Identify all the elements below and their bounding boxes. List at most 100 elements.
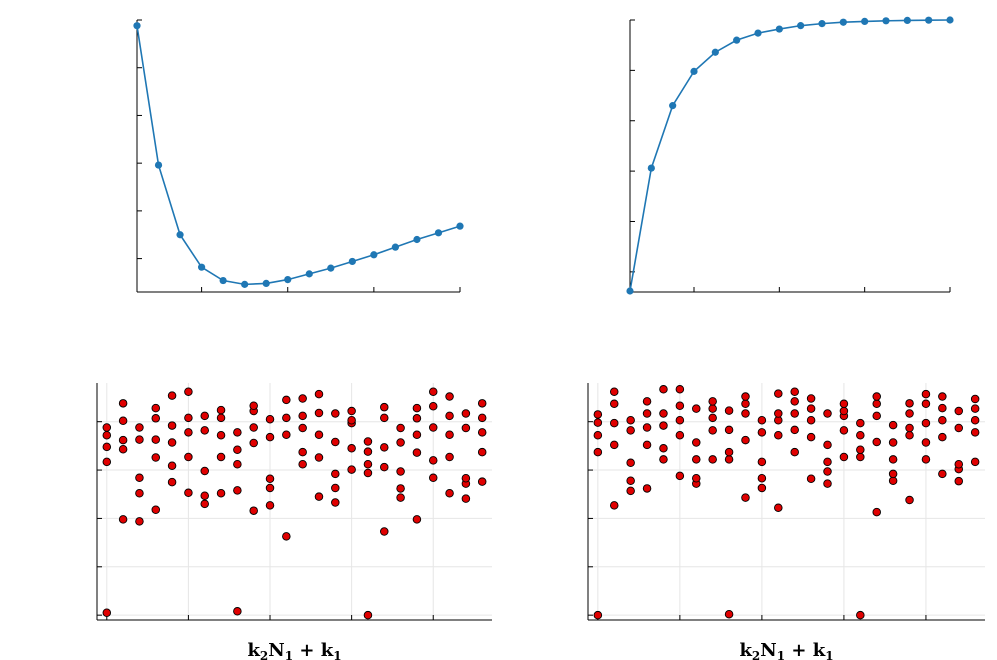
data-point xyxy=(298,447,307,457)
data-point xyxy=(249,506,258,515)
data-point xyxy=(675,385,685,394)
data-point xyxy=(133,22,141,30)
data-point xyxy=(954,460,964,469)
x-axis-label-subscript: 1 xyxy=(285,649,293,660)
data-point xyxy=(946,16,954,24)
data-point xyxy=(412,515,422,524)
data-point xyxy=(298,460,307,469)
data-point xyxy=(609,387,619,396)
data-point xyxy=(363,460,373,469)
x-axis-label-part: N xyxy=(760,640,776,660)
data-point xyxy=(135,517,144,526)
data-point xyxy=(167,477,177,487)
data-point xyxy=(412,430,422,440)
data-point xyxy=(135,423,144,432)
data-point xyxy=(298,394,307,403)
x-axis-label: k2N1 + k1 xyxy=(247,640,341,660)
x-axis-label-part: k xyxy=(739,640,752,660)
data-point xyxy=(370,251,378,259)
data-point xyxy=(314,389,324,399)
panel-c-ed-spectrum: k2N1 + k1 xyxy=(96,383,492,660)
data-point xyxy=(461,474,471,483)
data-point xyxy=(692,438,701,447)
data-point xyxy=(642,423,652,432)
data-point xyxy=(659,421,668,430)
data-point xyxy=(380,413,389,423)
x-axis-label-part: + k xyxy=(293,640,334,660)
data-point xyxy=(298,411,307,421)
data-point xyxy=(184,428,193,437)
data-point xyxy=(790,425,799,435)
data-point xyxy=(675,430,685,440)
data-point xyxy=(823,479,832,488)
data-point xyxy=(856,418,865,428)
data-point xyxy=(856,430,865,440)
data-point xyxy=(233,460,242,469)
data-point xyxy=(675,415,685,425)
data-point xyxy=(938,469,947,479)
data-point xyxy=(905,409,914,418)
data-point xyxy=(461,423,471,433)
data-point xyxy=(233,607,242,616)
data-point xyxy=(428,423,438,432)
data-point xyxy=(806,394,816,403)
data-point xyxy=(647,164,655,172)
data-point xyxy=(593,430,603,440)
data-point xyxy=(314,492,324,501)
data-point xyxy=(396,493,405,502)
data-point xyxy=(806,415,816,425)
data-point xyxy=(331,483,340,493)
data-point xyxy=(659,455,668,464)
data-point xyxy=(954,406,964,416)
data-point xyxy=(921,455,931,464)
data-point xyxy=(806,474,816,484)
data-point xyxy=(265,432,275,442)
data-point xyxy=(888,469,898,479)
data-point xyxy=(741,392,750,401)
data-point xyxy=(396,467,405,476)
data-point xyxy=(708,413,717,423)
data-point xyxy=(347,444,356,453)
panel-d-ed-spectrum: k2N1 + k1 xyxy=(587,383,985,660)
data-point xyxy=(954,476,964,486)
data-point xyxy=(282,532,291,541)
data-point xyxy=(249,423,258,432)
data-point xyxy=(167,421,177,430)
data-point xyxy=(905,399,914,408)
data-point xyxy=(741,435,750,445)
data-point xyxy=(823,457,832,467)
data-point xyxy=(396,438,405,447)
data-point xyxy=(380,462,389,472)
data-point xyxy=(888,455,898,464)
data-point xyxy=(412,403,422,413)
data-point xyxy=(298,423,307,433)
data-point xyxy=(380,402,389,412)
data-point xyxy=(102,423,112,432)
data-point xyxy=(790,447,799,457)
data-point xyxy=(774,409,783,418)
data-point xyxy=(774,389,783,398)
data-point xyxy=(445,392,454,401)
data-point xyxy=(102,442,112,452)
data-point xyxy=(708,455,717,464)
data-point xyxy=(724,455,734,464)
data-point xyxy=(347,406,356,416)
data-point xyxy=(839,452,849,462)
data-point xyxy=(675,401,685,410)
data-point xyxy=(151,505,161,514)
data-point xyxy=(184,413,193,423)
data-point xyxy=(954,423,964,433)
data-point xyxy=(265,483,275,493)
data-point xyxy=(445,430,454,440)
data-point xyxy=(262,279,270,288)
data-point xyxy=(331,469,340,479)
series-line xyxy=(629,19,951,292)
data-point xyxy=(741,399,750,409)
data-point xyxy=(428,473,438,483)
data-point xyxy=(200,491,209,500)
data-point xyxy=(200,411,209,421)
data-point xyxy=(626,476,635,485)
data-point xyxy=(380,443,389,452)
data-point xyxy=(151,453,161,462)
